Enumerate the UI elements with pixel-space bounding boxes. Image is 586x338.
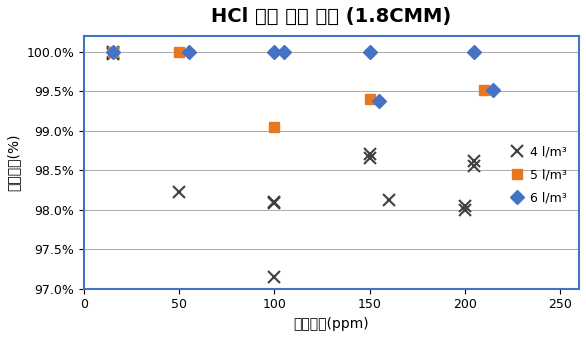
Line: 5 l/m³: 5 l/m³ <box>108 47 489 131</box>
5 l/m³ <box>481 88 488 92</box>
4 l/m³ <box>461 208 468 212</box>
6 l/m³ <box>471 50 478 54</box>
4 l/m³ <box>109 50 116 54</box>
4 l/m³ <box>271 201 278 206</box>
6 l/m³ <box>271 50 278 54</box>
4 l/m³ <box>271 200 278 204</box>
Title: HCl 가스 저감 효율 (1.8CMM): HCl 가스 저감 효율 (1.8CMM) <box>212 7 452 26</box>
6 l/m³ <box>281 50 288 54</box>
Y-axis label: 저감효율(%): 저감효율(%) <box>7 134 21 191</box>
4 l/m³ <box>385 198 392 202</box>
4 l/m³ <box>176 190 183 194</box>
5 l/m³ <box>271 125 278 129</box>
4 l/m³ <box>366 156 373 161</box>
5 l/m³ <box>176 50 183 54</box>
Line: 6 l/m³: 6 l/m³ <box>108 47 498 105</box>
6 l/m³ <box>185 50 192 54</box>
4 l/m³ <box>109 52 116 56</box>
6 l/m³ <box>376 99 383 103</box>
6 l/m³ <box>366 50 373 54</box>
4 l/m³ <box>461 204 468 208</box>
4 l/m³ <box>109 51 116 55</box>
4 l/m³ <box>471 164 478 168</box>
4 l/m³ <box>366 152 373 156</box>
5 l/m³ <box>366 97 373 101</box>
4 l/m³ <box>271 275 278 279</box>
6 l/m³ <box>490 88 497 92</box>
Line: 4 l/m³: 4 l/m³ <box>107 47 480 283</box>
Legend: 4 l/m³, 5 l/m³, 6 l/m³: 4 l/m³, 5 l/m³, 6 l/m³ <box>505 139 573 211</box>
4 l/m³ <box>471 159 478 163</box>
5 l/m³ <box>109 50 116 54</box>
6 l/m³ <box>109 50 116 54</box>
X-axis label: 인입농도(ppm): 인입농도(ppm) <box>294 317 369 331</box>
